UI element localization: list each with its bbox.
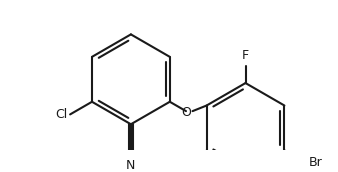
Text: N: N (126, 159, 136, 172)
Text: Br: Br (308, 156, 322, 169)
Text: F: F (242, 49, 249, 62)
Text: O: O (181, 106, 191, 119)
Text: Cl: Cl (55, 108, 67, 121)
